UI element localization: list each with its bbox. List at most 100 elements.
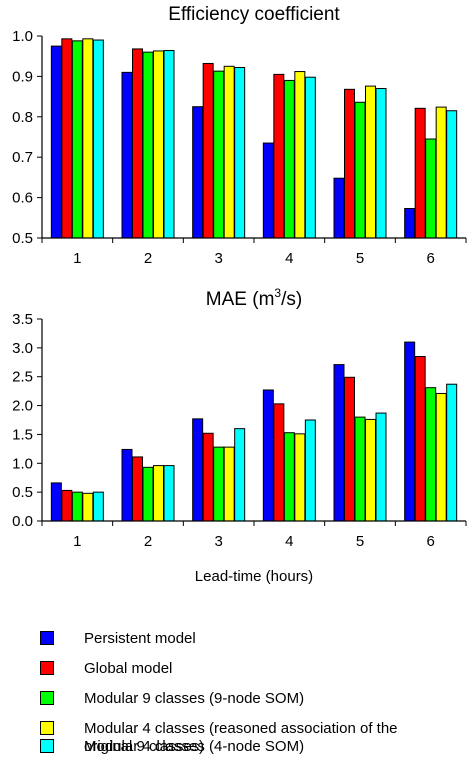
bar-5-cat-1: [92, 39, 104, 239]
bar-2-cat-1: [61, 38, 73, 239]
y-tick-label: 0.6: [12, 190, 33, 207]
bar-4-cat-1: [82, 38, 94, 239]
x-tick-label: 2: [144, 533, 152, 550]
bar-2-cat-2: [132, 48, 143, 239]
x-tick-label: 3: [214, 250, 222, 267]
chart2-title-end: /s): [281, 289, 302, 310]
bar-2-cat-3: [202, 62, 214, 239]
x-tick-label: 3: [214, 533, 222, 550]
chart1-efficiency: 0.5 0.6 0.7 0.8 0.9 1.0 1 2 3 4 5 6: [12, 28, 467, 267]
y-tick-label: 0.9: [12, 68, 33, 85]
bar-1-cat-4: [262, 142, 274, 239]
bar-2-cat-6: [414, 107, 426, 239]
bar-2-cat-6: [414, 356, 426, 522]
bar-2-cat-4: [273, 403, 285, 522]
bar-3-cat-4: [283, 79, 295, 239]
y-tick-label: 2.0: [12, 398, 33, 415]
x-tick-label: 6: [426, 250, 434, 267]
bar-5-cat-6: [446, 383, 458, 522]
bar-5-cat-5: [375, 412, 387, 522]
legend-label: Modular 4 classes (reasoned association …: [84, 720, 398, 755]
bar-4-cat-6: [435, 392, 447, 522]
bar-5-cat-3: [234, 428, 246, 522]
bar-4-cat-4: [294, 71, 306, 239]
y-tick-label: 1.0: [12, 28, 33, 45]
bar-1-cat-6: [404, 341, 416, 522]
bar-5-cat-6: [446, 110, 458, 239]
legend-item-modular-9: Modular 9 classes (9-node SOM): [40, 690, 444, 708]
y-tick-label: 3.5: [12, 311, 33, 328]
bar-1-cat-1: [50, 45, 62, 239]
bar-2-cat-1: [61, 489, 73, 522]
chart1-title: Efficiency coefficient: [168, 4, 340, 25]
bar-1-cat-6: [404, 208, 416, 239]
bar-4-cat-5: [365, 85, 376, 239]
y-tick-label: 3.0: [12, 340, 33, 357]
bar-4-cat-4: [294, 433, 306, 522]
bar-3-cat-3: [213, 70, 225, 239]
bar-4-cat-3: [223, 446, 235, 522]
y-tick-label: 1.0: [12, 455, 33, 472]
x-tick-label: 1: [73, 533, 81, 550]
bar-4-cat-2: [153, 465, 164, 522]
bar-1-cat-1: [50, 482, 62, 522]
bar-3-cat-1: [71, 491, 83, 522]
legend-swatch: [40, 661, 54, 675]
bar-5-cat-2: [163, 465, 175, 522]
legend-swatch: [40, 739, 54, 753]
bar-1-cat-3: [192, 106, 204, 239]
bar-4-cat-2: [153, 50, 164, 239]
bar-5-cat-1: [92, 491, 104, 522]
chart2-title-main: MAE (m: [206, 289, 275, 310]
x-tick-label: 2: [144, 250, 152, 267]
chart2-title-sup: 3: [274, 286, 281, 300]
y-tick-label: 0.5: [12, 484, 33, 501]
legend-swatch: [40, 691, 54, 705]
bar-2-cat-5: [344, 88, 355, 239]
bar-3-cat-4: [283, 432, 295, 522]
bar-5-cat-4: [304, 76, 316, 239]
bar-3-cat-2: [142, 51, 154, 239]
bar-5-cat-4: [304, 419, 316, 522]
bar-3-cat-5: [354, 416, 366, 522]
bar-3-cat-3: [213, 446, 225, 522]
y-tick-label: 0.0: [12, 513, 33, 530]
legend-item-modular-4-som: Modular 4 classes (4-node SOM): [40, 738, 444, 756]
bar-1-cat-2: [121, 448, 133, 522]
bar-1-cat-5: [333, 177, 345, 239]
bar-1-cat-5: [333, 364, 345, 522]
bar-5-cat-3: [234, 67, 246, 239]
chart2-mae: 0.0 0.5 1.0 1.5 2.0 2.5 3.0 3.5 1 2 3 4 5 6: [12, 311, 467, 550]
y-tick-label: 0.8: [12, 109, 33, 126]
legend-swatch: [40, 631, 54, 645]
bar-4-cat-5: [365, 418, 376, 522]
legend-label: Persistent model: [84, 630, 196, 647]
bar-4-cat-1: [82, 492, 94, 522]
bar-2-cat-4: [273, 73, 285, 239]
legend-swatch: [40, 721, 54, 735]
legend-label: Modular 9 classes (9-node SOM): [84, 690, 305, 707]
bar-2-cat-3: [202, 432, 214, 522]
bar-4-cat-6: [435, 106, 447, 239]
bar-3-cat-2: [142, 466, 154, 522]
bar-1-cat-2: [121, 71, 133, 239]
legend-item-modular-4-reasoned: Modular 4 classes (reasoned association …: [40, 720, 444, 756]
legend-item-global: Global model: [40, 660, 444, 678]
x-tick-label: 4: [285, 533, 293, 550]
x-tick-label: 1: [73, 250, 81, 267]
x-tick-label: 5: [356, 250, 364, 267]
y-tick-label: 0.5: [12, 230, 33, 247]
x-tick-label: 5: [356, 533, 364, 550]
bar-5-cat-5: [375, 88, 387, 239]
bar-1-cat-4: [262, 389, 274, 522]
bar-5-cat-2: [163, 50, 175, 239]
bar-1-cat-3: [192, 418, 204, 522]
legend-label: Global model: [84, 660, 173, 677]
y-tick-label: 2.5: [12, 369, 33, 386]
x-tick-label: 4: [285, 250, 293, 267]
legend-label: Modular 4 classes (4-node SOM): [84, 738, 305, 755]
bar-3-cat-1: [71, 40, 83, 239]
chart2-title: MAE (m3/s): [206, 286, 302, 310]
legend-item-persistent: Persistent model: [40, 630, 444, 648]
bar-2-cat-2: [132, 456, 143, 522]
